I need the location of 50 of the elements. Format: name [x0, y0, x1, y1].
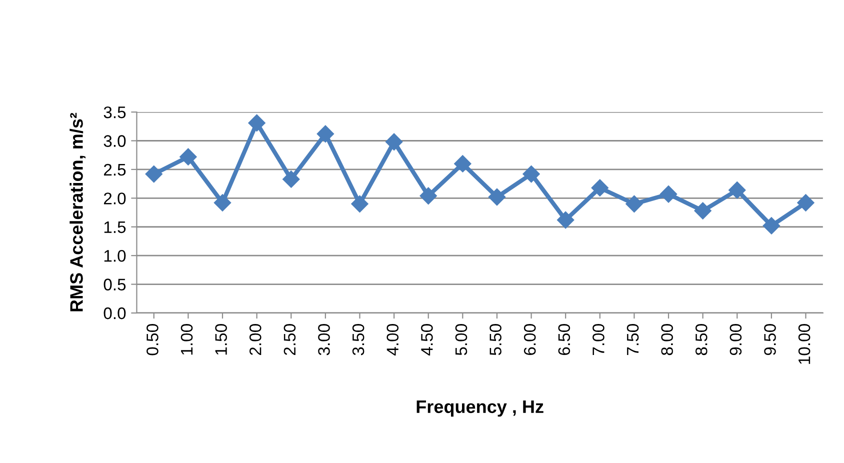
point	[728, 182, 746, 199]
point	[591, 179, 608, 196]
x-tick-label: 5.50	[490, 324, 502, 356]
x-tick-label: 8.00	[661, 324, 673, 356]
x-tick-label: 1.00	[180, 324, 193, 355]
point	[626, 195, 643, 212]
x-tick-label: 3.00	[318, 324, 330, 356]
point	[797, 194, 814, 212]
x-tick-label: 9.50	[764, 324, 776, 356]
x-tick-label: 1.50	[215, 324, 227, 355]
x-tick-label: 7.50	[626, 324, 639, 355]
x-tick-label: 3.50	[352, 324, 364, 356]
point	[454, 155, 472, 172]
point	[282, 170, 300, 188]
y-tick-label: 1.0	[104, 250, 126, 262]
x-tick-label: 10.00	[798, 324, 810, 364]
point	[420, 187, 437, 204]
x-tick-label: 9.00	[730, 324, 742, 356]
point	[316, 125, 334, 142]
point	[180, 148, 197, 166]
x-tick-label: 6.50	[558, 324, 570, 355]
point	[214, 194, 232, 212]
x-tick-label: 8.50	[695, 324, 708, 356]
point	[522, 166, 540, 183]
point	[762, 217, 780, 234]
x-tick-label: 5.00	[455, 324, 468, 356]
y-tick-label: 2.0	[104, 192, 126, 204]
point	[248, 114, 266, 132]
x-tick-label: 0.50	[146, 324, 158, 356]
y-tick-label: 3.0	[104, 135, 126, 147]
y-tick-label: 3.5	[104, 106, 126, 118]
y-tick-label: 1.5	[104, 221, 126, 234]
point	[660, 186, 678, 203]
x-tick-label: 2.00	[249, 324, 262, 355]
y-axis-title: RMS Acceleration, m/s²	[70, 112, 86, 312]
point	[488, 188, 506, 206]
point	[694, 202, 712, 220]
x-tick-label: 6.00	[524, 324, 536, 355]
y-tick-label: 2.5	[104, 164, 126, 176]
x-tick-label: 7.00	[592, 324, 604, 355]
x-tick-label: 4.50	[421, 324, 433, 356]
point	[145, 166, 162, 183]
x-tick-label: 4.00	[386, 324, 399, 356]
y-tick-label: 0.0	[104, 307, 126, 320]
point	[385, 133, 403, 150]
point	[351, 195, 368, 212]
x-tick-label: 2.50	[284, 324, 296, 355]
x-axis-title: Frequency , Hz	[416, 400, 544, 417]
point	[557, 211, 574, 229]
y-tick-label: 0.5	[104, 278, 126, 290]
